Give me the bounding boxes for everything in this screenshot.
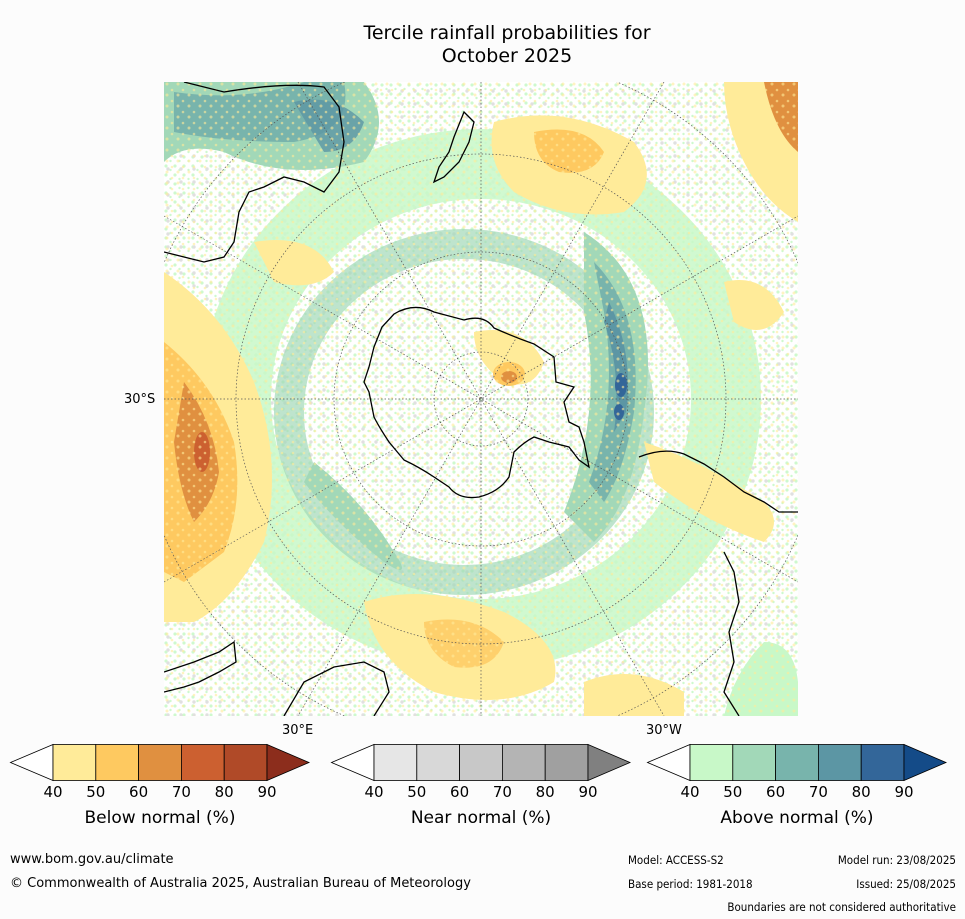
tick: 50 (723, 783, 743, 801)
colorbar-bin (732, 744, 777, 781)
title-line-2: October 2025 (441, 45, 573, 67)
colorbar-near-label: Near normal (%) (410, 808, 552, 828)
tick: 90 (894, 783, 914, 801)
copyright-text: © Commonwealth of Australia 2025, Austra… (10, 876, 471, 891)
madagascar-coast (283, 661, 390, 716)
colorbar-bin (416, 744, 461, 781)
colorbar-near (330, 743, 632, 782)
tick: 80 (535, 783, 555, 801)
tick: 40 (364, 783, 384, 801)
australia-coast (164, 82, 345, 263)
southern-africa-coast (164, 640, 237, 693)
colorbar-low-extend (330, 743, 375, 782)
tick: 80 (851, 783, 871, 801)
title-line-1: Tercile rainfall probabilities for (363, 22, 651, 44)
tick: 50 (407, 783, 427, 801)
tick: 60 (129, 783, 149, 801)
colorbar-bin (860, 744, 905, 781)
map-canvas (164, 82, 798, 716)
polar-map[interactable] (164, 82, 798, 716)
colorbar-below (9, 743, 311, 782)
colorbar-bin (501, 744, 546, 781)
tick: 40 (43, 783, 63, 801)
coastlines (164, 82, 798, 716)
tick: 70 (171, 783, 191, 801)
colorbar-bin (52, 744, 97, 781)
tick: 90 (578, 783, 598, 801)
website-link[interactable]: www.bom.gov.au/climate (10, 852, 174, 867)
tick: 70 (808, 783, 828, 801)
tick: 40 (680, 783, 700, 801)
colorbar-bin (817, 744, 862, 781)
colorbar-bin (95, 744, 140, 781)
model-text: Model: ACCESS-S2 (628, 853, 724, 867)
chart-title: Tercile rainfall probabilities for Octob… (0, 22, 965, 68)
colorbar-bin (373, 744, 418, 781)
issued-text: Issued: 25/08/2025 (856, 877, 956, 891)
colorbar-near-svg (330, 743, 632, 782)
tick: 60 (450, 783, 470, 801)
colorbar-high-extend (903, 743, 948, 782)
colorbar-above (646, 743, 948, 782)
tick: 70 (492, 783, 512, 801)
colorbar-high-extend (587, 743, 632, 782)
longitude-label-east: 30°E (282, 723, 314, 738)
colorbar-low-extend (646, 743, 691, 782)
new-zealand-coast (432, 110, 475, 184)
model-run-text: Model run: 23/08/2025 (837, 853, 956, 867)
disclaimer-text: Boundaries are not considered authoritat… (727, 900, 956, 914)
colorbar-above-svg (646, 743, 948, 782)
tick: 90 (257, 783, 277, 801)
colorbar-above-label: Above normal (%) (720, 808, 874, 828)
colorbar-bin (138, 744, 182, 781)
south-america-coast (638, 450, 798, 513)
colorbar-bin (223, 744, 268, 781)
colorbar-bin (544, 744, 589, 781)
colorbar-low-extend (9, 743, 54, 782)
tick: 60 (766, 783, 786, 801)
africa-coast (723, 551, 740, 716)
antarctica-coast (363, 306, 590, 499)
colorbar-below-label: Below normal (%) (84, 808, 236, 828)
colorbar-bin (775, 744, 819, 781)
colorbar-bin (180, 744, 225, 781)
colorbar-high-extend (266, 743, 311, 782)
colorbar-bin (689, 744, 734, 781)
tick: 80 (214, 783, 234, 801)
colorbar-below-svg (9, 743, 311, 782)
base-period-text: Base period: 1981-2018 (628, 877, 753, 891)
tick: 50 (86, 783, 106, 801)
longitude-label-west: 30°W (646, 723, 682, 738)
latitude-label: 30°S (124, 392, 156, 407)
graticule (164, 82, 798, 716)
colorbar-bin (459, 744, 503, 781)
